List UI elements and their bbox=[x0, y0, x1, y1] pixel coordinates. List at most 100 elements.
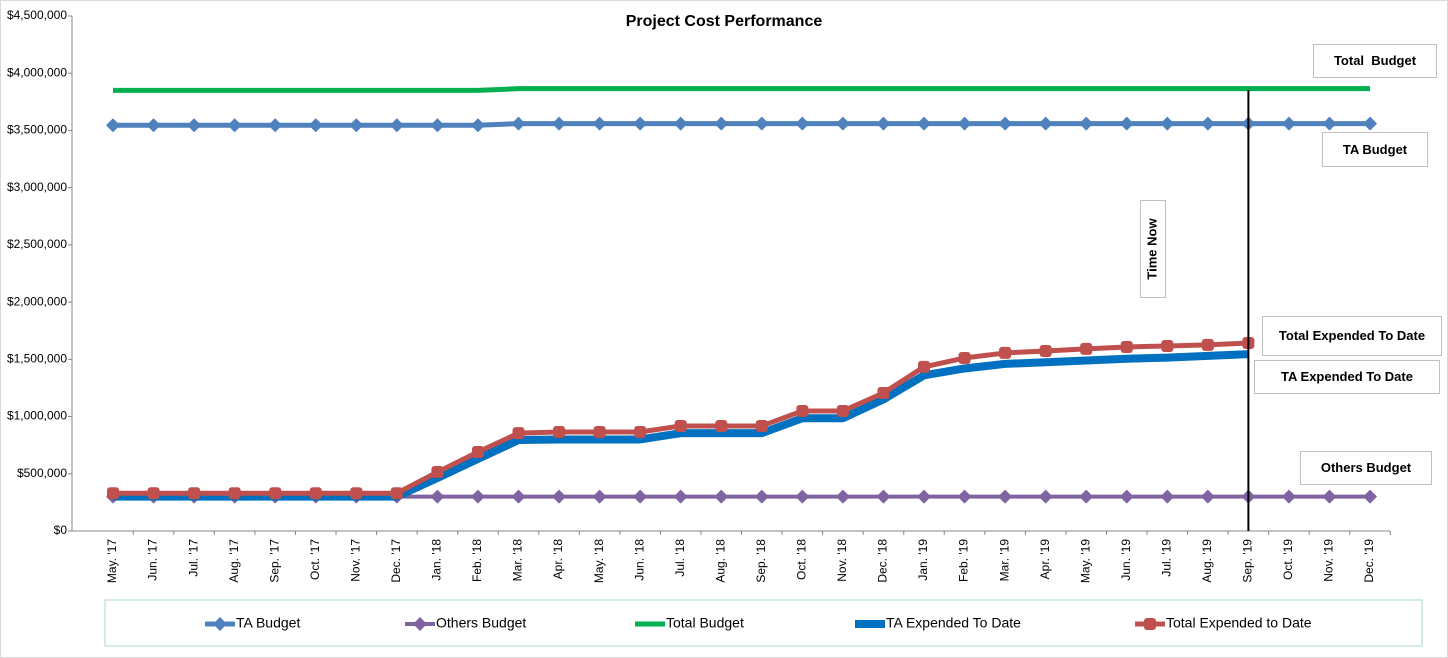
annotation-text: Total Budget bbox=[1333, 53, 1417, 68]
data-point bbox=[673, 489, 688, 504]
x-tick-label: Feb. '18 bbox=[470, 539, 484, 582]
data-point bbox=[754, 489, 769, 504]
data-point bbox=[552, 489, 567, 504]
data-point bbox=[633, 489, 648, 504]
data-point bbox=[1080, 342, 1093, 355]
data-point bbox=[835, 116, 850, 131]
legend-label: Total Budget bbox=[666, 615, 744, 631]
x-tick-label: Nov. '19 bbox=[1322, 539, 1336, 582]
x-tick-label: Oct. '17 bbox=[308, 539, 322, 580]
annotation: Total Budget bbox=[1313, 44, 1437, 78]
y-tick-label: $500,000 bbox=[17, 466, 67, 480]
x-tick-label: Jul. '18 bbox=[673, 539, 687, 577]
y-tick-label: $2,000,000 bbox=[7, 294, 67, 308]
data-point bbox=[268, 118, 283, 133]
data-point bbox=[471, 446, 484, 459]
data-point bbox=[957, 489, 972, 504]
data-point bbox=[512, 427, 525, 440]
legend-label: TA Expended To Date bbox=[886, 615, 1021, 631]
data-point bbox=[754, 116, 769, 131]
data-point bbox=[1039, 344, 1052, 357]
annotation: TA Budget bbox=[1322, 132, 1428, 167]
chart-title: Project Cost Performance bbox=[626, 13, 823, 30]
data-point bbox=[673, 116, 688, 131]
x-tick-label: Jun. '17 bbox=[146, 539, 160, 581]
series-line bbox=[113, 86, 1371, 93]
data-point bbox=[511, 116, 526, 131]
data-point bbox=[714, 489, 729, 504]
data-point bbox=[918, 360, 930, 373]
x-tick-label: May. '17 bbox=[105, 539, 119, 583]
data-point bbox=[350, 487, 363, 500]
data-point bbox=[998, 116, 1013, 131]
x-tick-label: May. '18 bbox=[592, 539, 606, 583]
data-point bbox=[835, 489, 850, 504]
x-tick-label: Jul. '17 bbox=[186, 539, 200, 577]
data-point bbox=[553, 426, 566, 439]
y-tick-label: $4,500,000 bbox=[7, 8, 67, 22]
data-point bbox=[552, 116, 567, 131]
y-tick-label: $1,500,000 bbox=[7, 352, 67, 366]
x-tick-label: Nov. '18 bbox=[835, 539, 849, 582]
x-tick-label: Sep. '17 bbox=[267, 539, 281, 583]
annotation: TA Expended To Date bbox=[1254, 360, 1440, 394]
data-point bbox=[1201, 338, 1214, 351]
legend-marker bbox=[1144, 618, 1156, 630]
data-point bbox=[1079, 116, 1094, 131]
legend-label: Total Expended to Date bbox=[1166, 615, 1312, 631]
legend-box bbox=[104, 599, 1423, 647]
data-point bbox=[470, 489, 485, 504]
annotation-text: Time Now bbox=[1145, 218, 1161, 280]
data-point bbox=[1363, 116, 1378, 131]
legend-marker bbox=[213, 617, 227, 631]
annotation-text: TA Expended To Date bbox=[1281, 369, 1413, 384]
data-point bbox=[1200, 489, 1215, 504]
data-point bbox=[147, 487, 160, 500]
x-tick-label: Apr. '19 bbox=[1038, 539, 1052, 580]
x-tick-label: Oct. '19 bbox=[1281, 539, 1295, 580]
data-point bbox=[1079, 489, 1094, 504]
y-tick-label: $2,500,000 bbox=[7, 237, 67, 251]
data-point bbox=[958, 351, 971, 364]
x-tick-label: Dec. '17 bbox=[389, 539, 403, 583]
x-tick-label: Nov. '17 bbox=[348, 539, 362, 582]
data-point bbox=[917, 489, 931, 504]
data-point bbox=[1200, 116, 1215, 131]
data-point bbox=[1322, 116, 1337, 131]
y-tick-label: $4,000,000 bbox=[7, 65, 67, 79]
data-point bbox=[999, 346, 1012, 359]
series-line bbox=[113, 121, 1371, 128]
x-tick-label: Dec. '18 bbox=[876, 539, 890, 583]
data-point bbox=[107, 487, 119, 500]
x-tick-label: Aug. '17 bbox=[227, 539, 241, 583]
y-tick-label: $3,500,000 bbox=[7, 123, 67, 137]
data-point bbox=[1281, 489, 1296, 504]
data-point bbox=[1160, 489, 1175, 504]
data-point bbox=[1363, 489, 1378, 504]
data-point bbox=[1119, 489, 1134, 504]
data-point bbox=[1161, 339, 1174, 352]
data-point bbox=[1038, 116, 1053, 131]
data-point bbox=[715, 419, 728, 432]
series-line bbox=[113, 350, 1249, 501]
annotation: Time Now bbox=[1140, 200, 1166, 298]
data-point bbox=[430, 118, 445, 133]
annotation-text: Total Expended To Date bbox=[1278, 328, 1426, 343]
data-point bbox=[106, 118, 120, 133]
data-point bbox=[430, 489, 445, 504]
data-point bbox=[349, 118, 364, 133]
x-tick-label: Apr. '18 bbox=[551, 539, 565, 580]
x-tick-label: Sep. '19 bbox=[1241, 539, 1255, 583]
x-tick-label: Jun. '19 bbox=[1119, 539, 1133, 581]
data-point bbox=[431, 466, 444, 479]
data-point bbox=[836, 404, 849, 417]
data-point bbox=[1160, 116, 1175, 131]
data-point bbox=[593, 426, 606, 439]
data-point bbox=[389, 118, 404, 133]
data-point bbox=[674, 419, 687, 432]
x-tick-label: Jan. '18 bbox=[430, 539, 444, 581]
data-point bbox=[795, 489, 810, 504]
data-point bbox=[592, 116, 607, 131]
